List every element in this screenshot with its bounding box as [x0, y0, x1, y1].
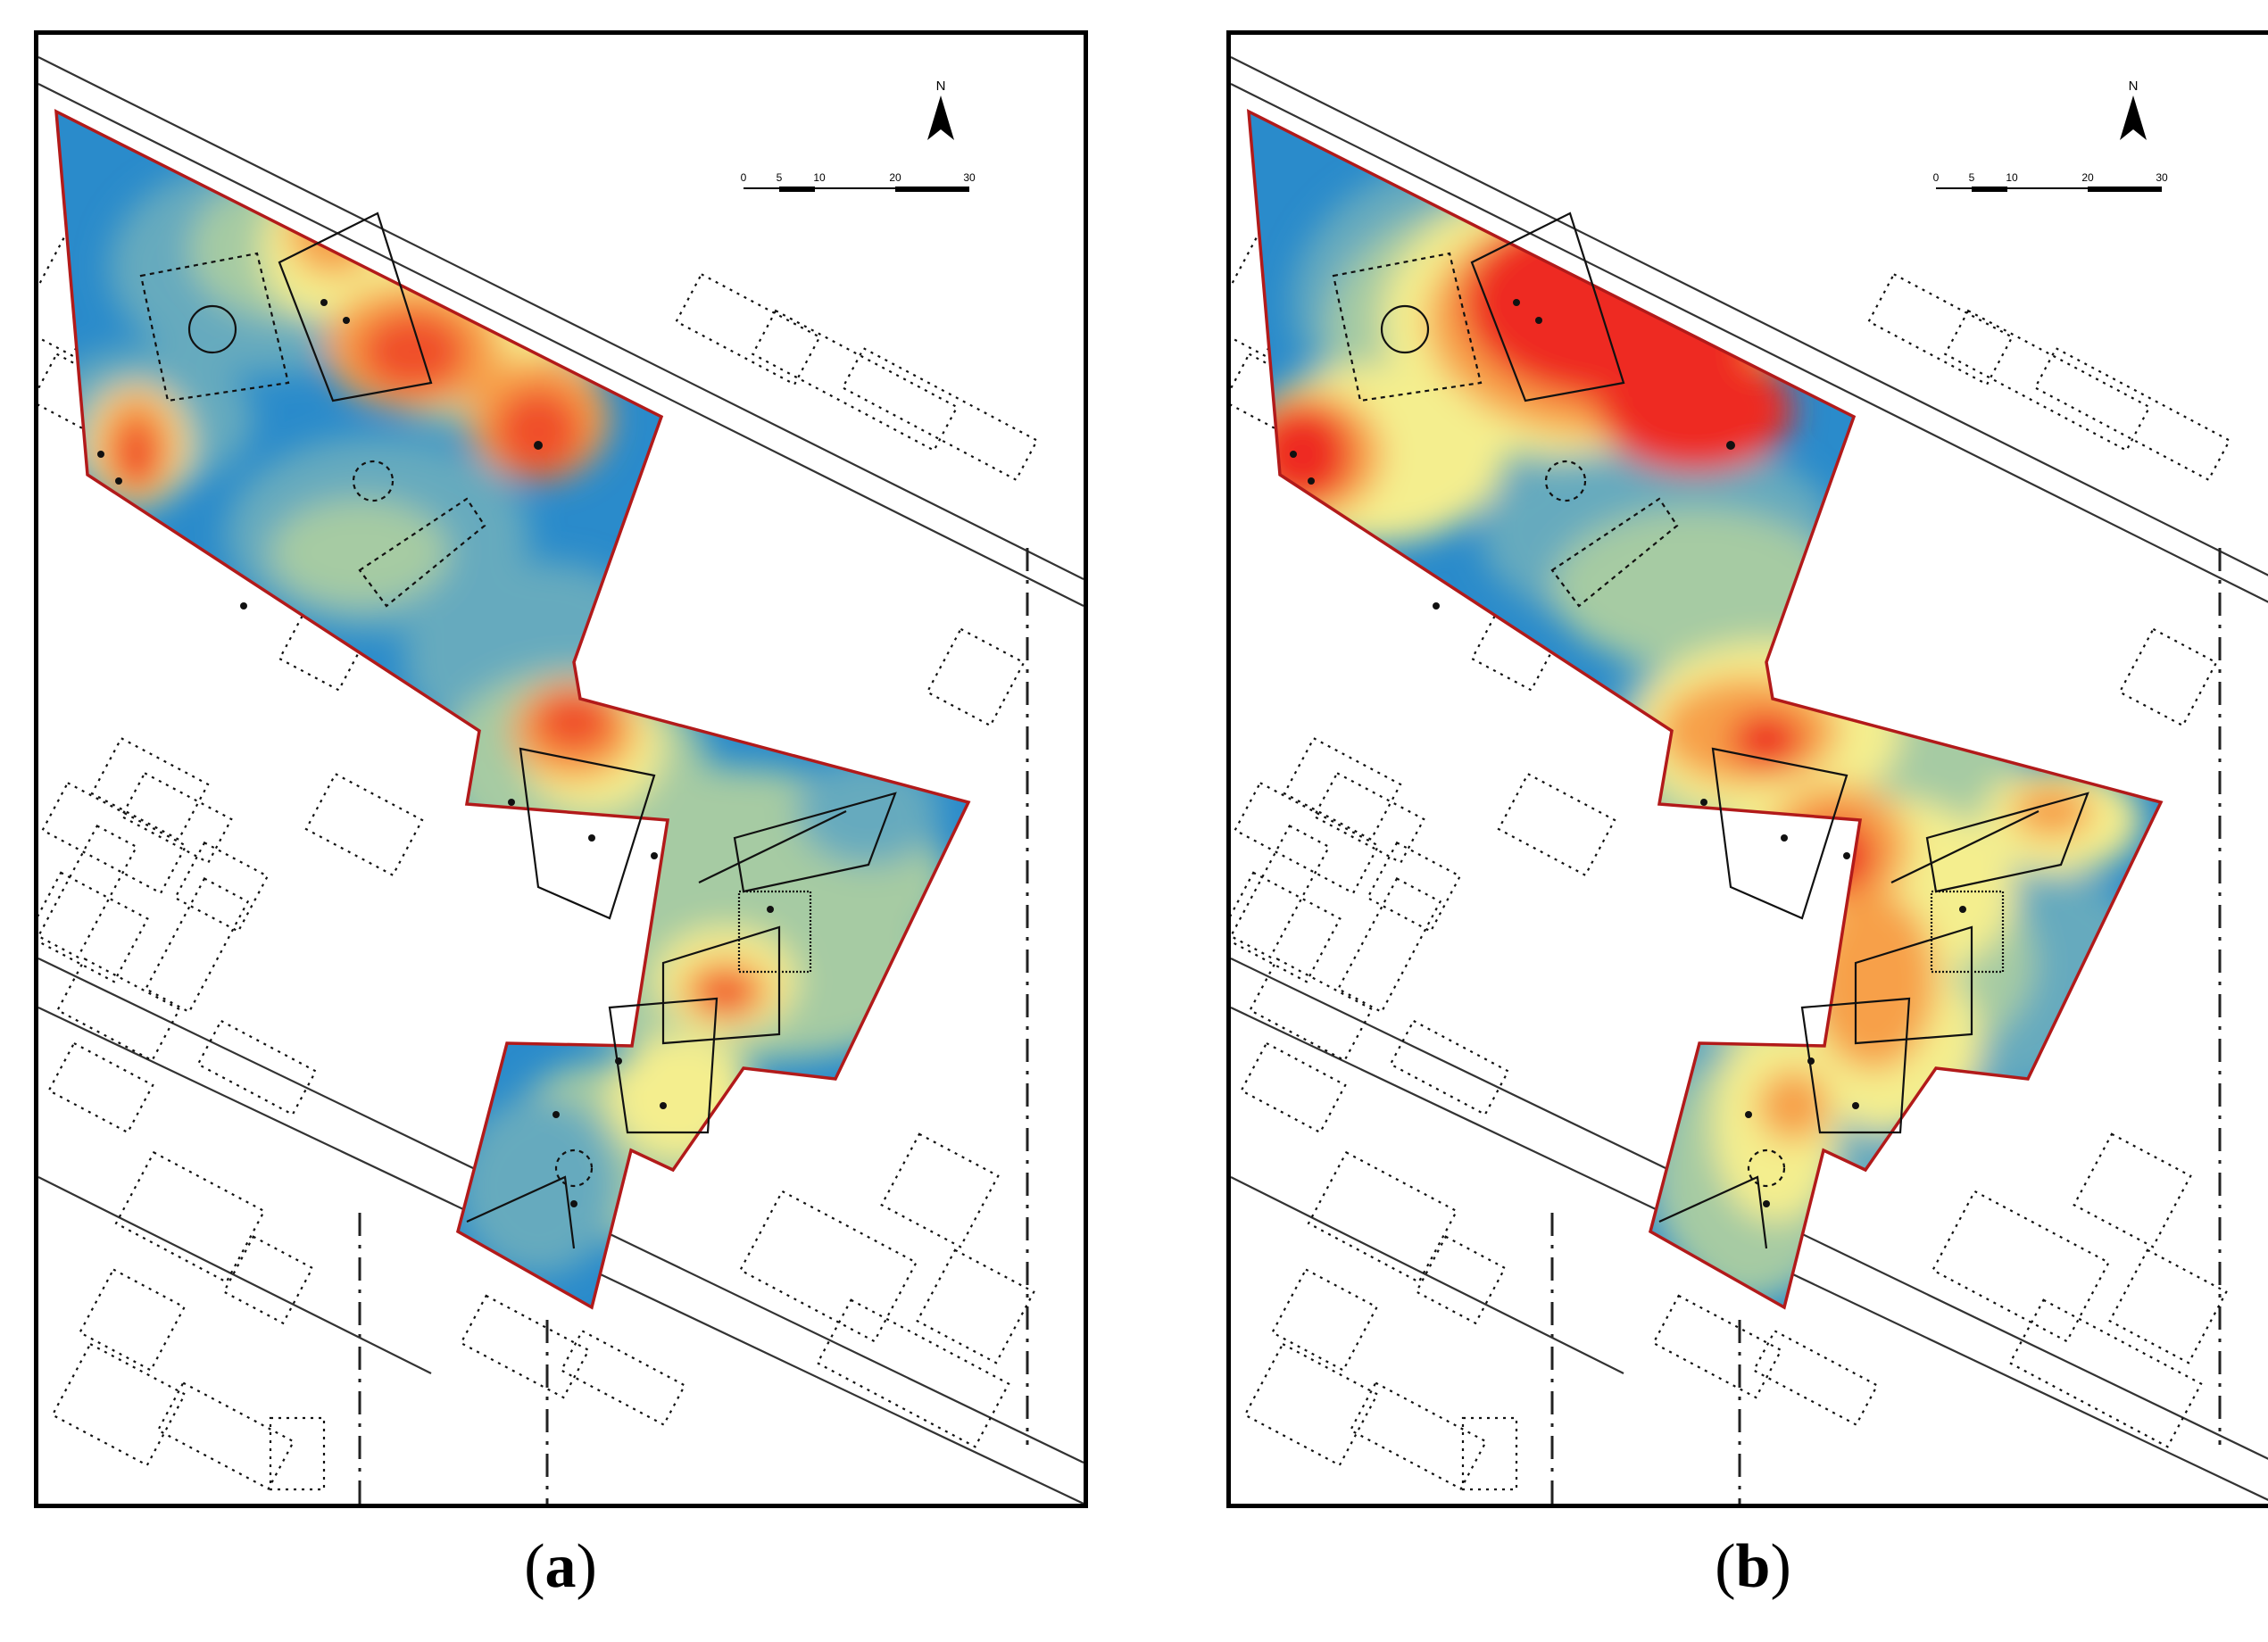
- scale-bar: 0 5 10 20 30: [1933, 171, 2168, 192]
- scale-label-10: 10: [813, 171, 826, 184]
- map-b-svg: N 0 5 10 20 30: [1231, 56, 2268, 1504]
- site-features: [1290, 211, 2089, 1249]
- caption-close-paren: ): [1770, 1532, 1791, 1601]
- caption-b: (b): [1619, 1531, 1887, 1603]
- caption-letter: a: [544, 1532, 577, 1601]
- north-label: N: [936, 79, 946, 94]
- scale-label-30: 30: [2156, 171, 2168, 184]
- study-area-boundary: [1246, 109, 2164, 1310]
- road-lines: [1231, 56, 2268, 1504]
- map-a-svg: N 0 5 10 20 30: [38, 56, 1084, 1504]
- north-arrow: N: [927, 79, 954, 140]
- scale-label-10: 10: [2006, 171, 2018, 184]
- scale-label-5: 5: [1969, 171, 1975, 184]
- caption-close-paren: ): [576, 1532, 597, 1601]
- map-panel-b: N 0 5 10 20 30: [1226, 30, 2268, 1508]
- heatmap-layer-b: [1249, 112, 2161, 1307]
- scale-label-20: 20: [889, 171, 901, 184]
- scale-label-0: 0: [1933, 171, 1940, 184]
- building-footprints: [38, 230, 1039, 1491]
- caption-letter: b: [1735, 1532, 1771, 1601]
- caption-open-paren: (: [524, 1532, 545, 1601]
- map-panel-a: N 0 5 10 20 30: [34, 30, 1088, 1508]
- scale-label-20: 20: [2081, 171, 2094, 184]
- caption-a: (a): [427, 1531, 694, 1603]
- heatmap-layer-a: [56, 112, 968, 1307]
- north-arrow: N: [2120, 79, 2147, 140]
- study-area-boundary: [54, 109, 971, 1310]
- north-label: N: [2129, 79, 2139, 94]
- caption-open-paren: (: [1715, 1532, 1736, 1601]
- site-features: [97, 211, 897, 1249]
- scale-label-30: 30: [963, 171, 976, 184]
- scale-label-5: 5: [777, 171, 783, 184]
- scale-label-0: 0: [741, 171, 747, 184]
- scale-bar: 0 5 10 20 30: [741, 171, 976, 192]
